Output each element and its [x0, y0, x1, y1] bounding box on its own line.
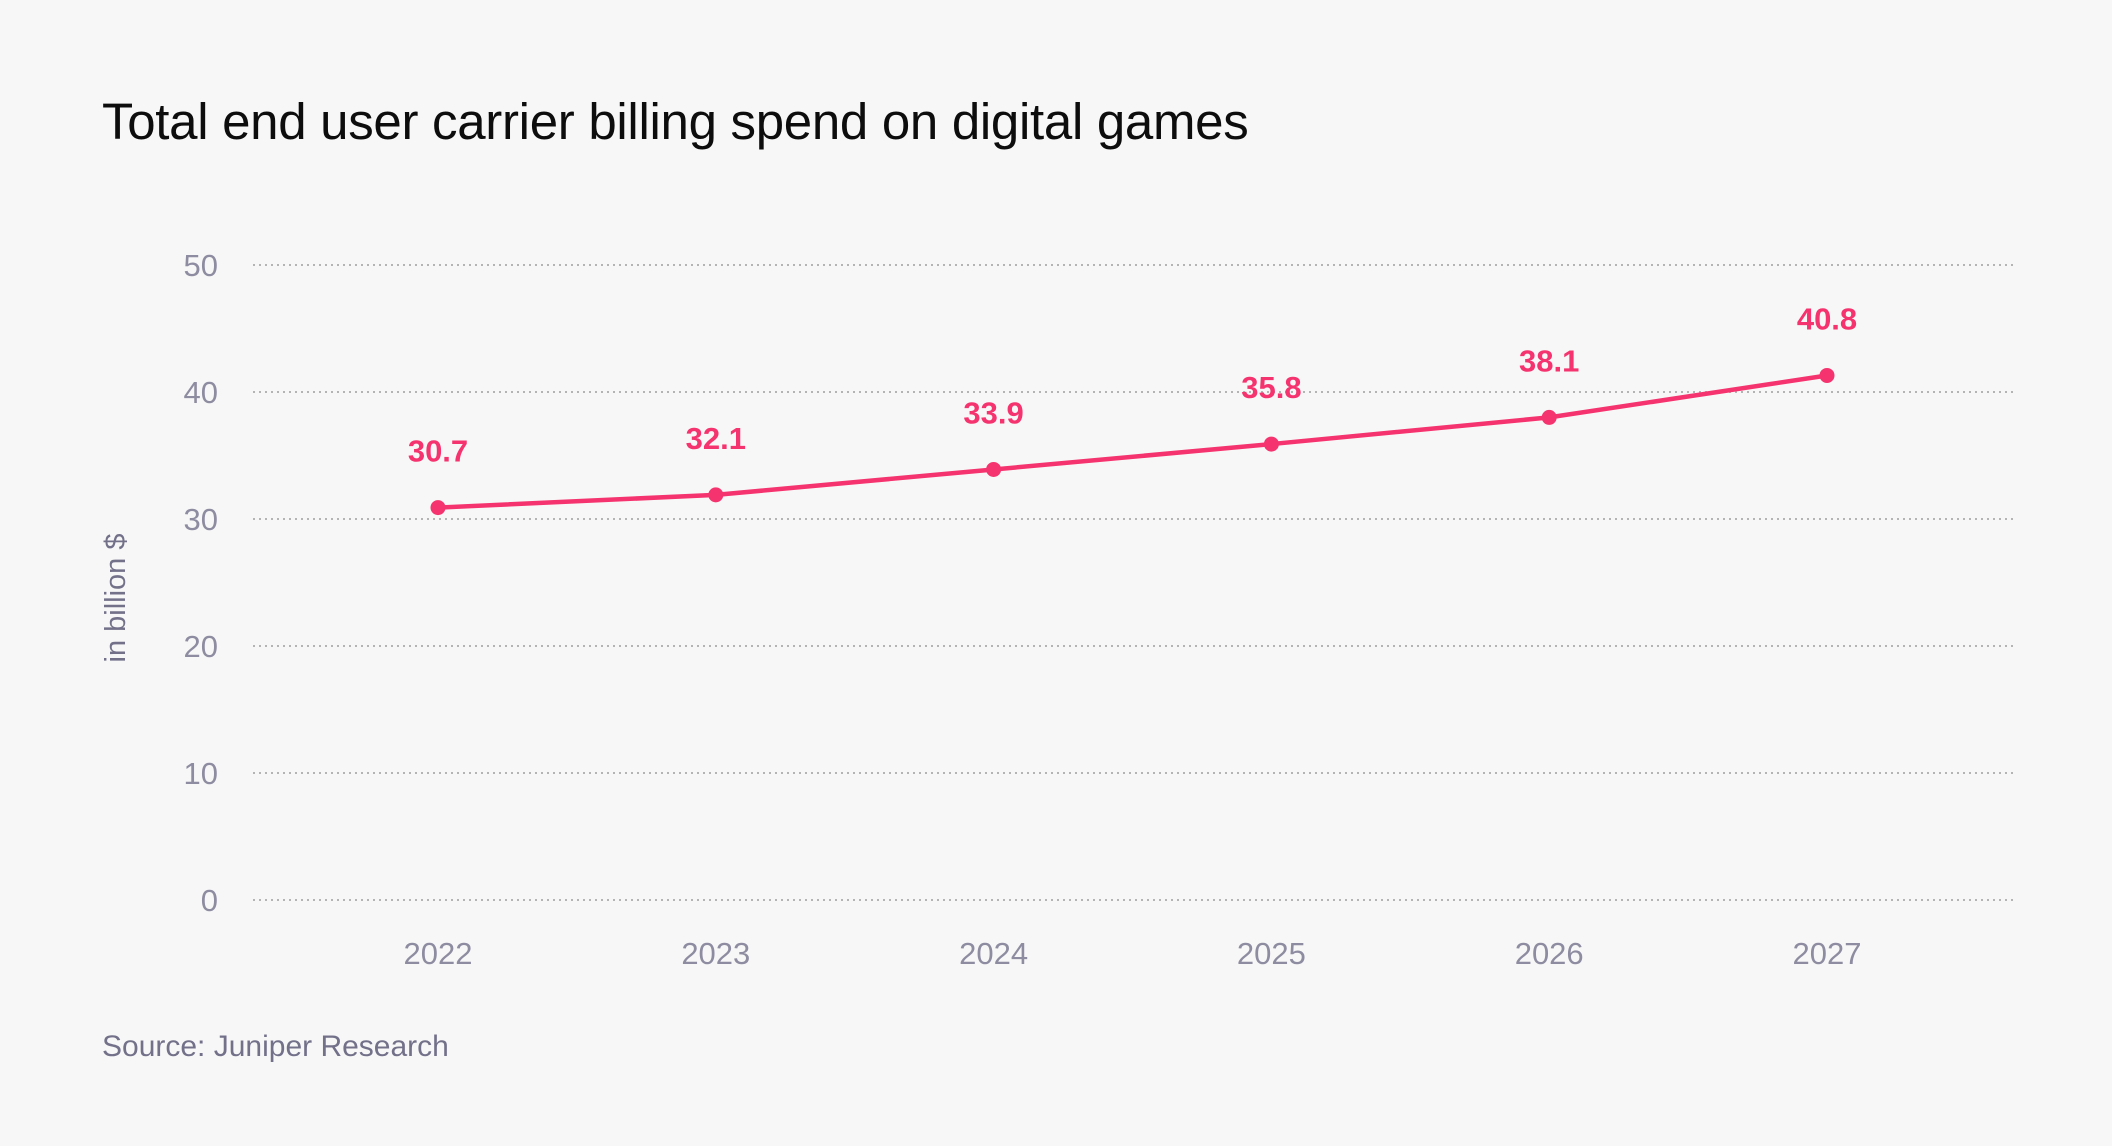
series-layer [430, 367, 1835, 516]
y-tick-label-0: 0 [201, 883, 218, 918]
data-point-2023 [708, 487, 724, 503]
data-point-2026 [1541, 409, 1557, 425]
x-tick-label-2026: 2026 [1515, 936, 1584, 971]
x-tick-label-2022: 2022 [404, 936, 473, 971]
series-line [435, 373, 1830, 510]
data-label-2022: 30.7 [408, 434, 468, 469]
x-tick-label-2024: 2024 [959, 936, 1028, 971]
data-point-2024 [986, 461, 1002, 477]
x-tick-label-2025: 2025 [1237, 936, 1306, 971]
data-label-2025: 35.8 [1241, 370, 1301, 405]
chart-title: Total end user carrier billing spend on … [102, 93, 1249, 150]
data-point-2025 [1263, 436, 1279, 452]
data-label-2026: 38.1 [1519, 343, 1579, 378]
x-tick-label-2027: 2027 [1793, 936, 1862, 971]
data-label-2027: 40.8 [1797, 301, 1857, 336]
y-tick-label-10: 10 [184, 756, 218, 791]
y-tick-label-40: 40 [184, 375, 218, 410]
data-labels: 30.7 32.1 33.9 35.8 38.1 40.8 [408, 301, 1857, 468]
y-tick-label-30: 30 [184, 502, 218, 537]
gridlines [253, 264, 2013, 901]
y-axis-ticks: 0 10 20 30 40 50 [184, 248, 218, 918]
source-note: Source: Juniper Research [102, 1030, 449, 1063]
data-point-2027 [1819, 367, 1835, 383]
y-axis-title: in billion $ [100, 534, 132, 663]
x-axis-ticks: 2022 2023 2024 2025 2026 2027 [404, 936, 1862, 971]
data-label-2024: 33.9 [963, 395, 1023, 430]
data-label-2023: 32.1 [686, 421, 746, 456]
y-tick-label-20: 20 [184, 629, 218, 664]
x-tick-label-2023: 2023 [681, 936, 750, 971]
y-tick-label-50: 50 [184, 248, 218, 283]
data-point-2022 [430, 500, 446, 516]
